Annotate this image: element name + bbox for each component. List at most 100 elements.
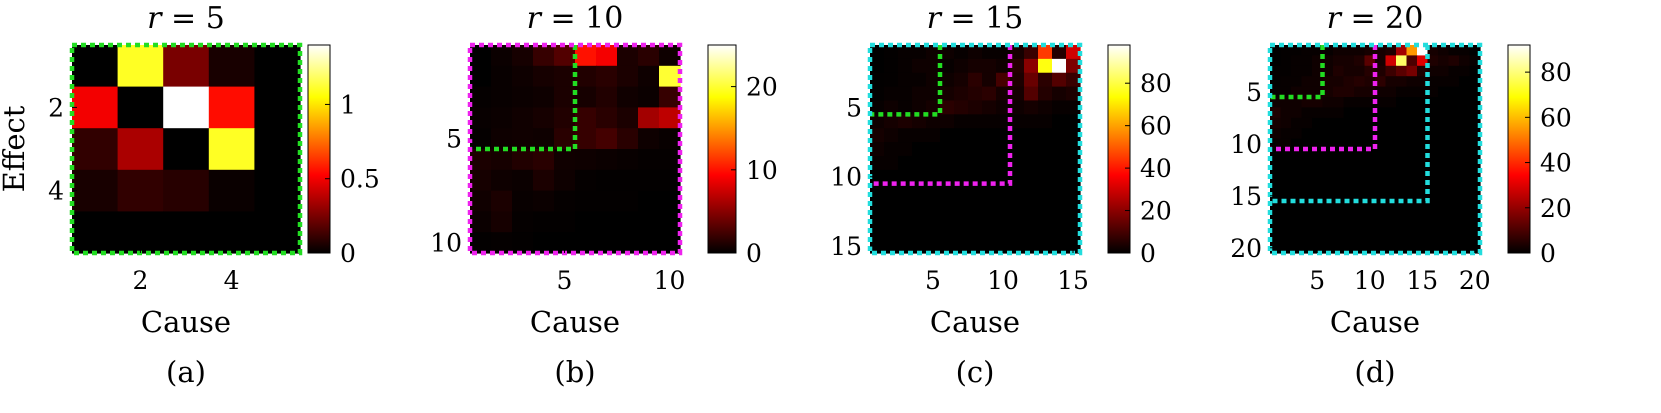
heatmap-cell [596, 65, 618, 88]
colorbar-tick-label: 1 [340, 90, 356, 119]
heatmap-cell [1280, 128, 1292, 140]
heatmap-cell [1406, 55, 1418, 67]
heatmap-cell [1312, 86, 1324, 98]
heatmap-cell [1052, 239, 1067, 254]
heatmap-cell [470, 45, 492, 67]
heatmap-cell [1427, 232, 1439, 244]
heatmap-cell [870, 86, 885, 102]
heatmap-cell [1312, 45, 1324, 56]
heatmap-cell [254, 169, 301, 212]
heatmap-cell [1270, 117, 1282, 129]
heatmap-cell [884, 114, 899, 129]
heatmap-cell [1052, 45, 1067, 60]
heatmap-cell [1427, 117, 1439, 129]
heatmap-cell [1066, 197, 1081, 212]
heatmap-cell [1270, 149, 1282, 160]
heatmap-cell [1322, 180, 1334, 192]
heatmap-cell [1010, 72, 1025, 88]
heatmap-cell [1427, 86, 1439, 98]
heatmap-cell [982, 225, 997, 240]
heatmap-cell [659, 107, 681, 129]
heatmap-cell [982, 169, 997, 185]
heatmap-cell [1024, 225, 1039, 240]
heatmap-cell [1417, 232, 1429, 244]
region-outline [1270, 45, 1378, 152]
heatmap-cell [1469, 149, 1481, 160]
heatmap-cell [1010, 197, 1025, 212]
heatmap-cell [996, 211, 1011, 226]
colorbar-gradient [1107, 44, 1131, 254]
heatmap-cell [1066, 45, 1081, 60]
chart-title: r = 15 [927, 1, 1024, 36]
y-tick-label: 10 [830, 163, 862, 192]
heatmap-cell [491, 128, 513, 150]
heatmap-cell [1280, 86, 1292, 98]
heatmap-cell [1343, 201, 1355, 212]
heatmap-cell [1333, 201, 1345, 212]
heatmap-cell [1438, 97, 1450, 108]
heatmap-cell [1427, 180, 1439, 192]
heatmap-cell [1301, 180, 1313, 192]
heatmap-cell [1406, 211, 1418, 223]
heatmap-cell [1291, 45, 1303, 56]
heatmap-cell [1427, 221, 1439, 233]
colorbar-tick-label: 40 [1540, 149, 1572, 178]
x-tick-label: 5 [925, 266, 941, 295]
heatmap-cell [1364, 55, 1376, 67]
heatmap-cell [1417, 65, 1429, 77]
heatmap-cell [1270, 169, 1282, 181]
heatmap-cell [1354, 149, 1366, 160]
heatmap-cell [1291, 107, 1303, 119]
x-axis-label: Cause [141, 305, 231, 339]
y-tick-label: 5 [446, 125, 462, 154]
region-outline [1270, 45, 1430, 204]
heatmap-cell [996, 197, 1011, 212]
heatmap-cell [1322, 159, 1334, 171]
heatmap-cell [491, 169, 513, 192]
heatmap-cell [1385, 86, 1397, 98]
heatmap-cell [1448, 45, 1460, 56]
heatmap-cell [1385, 76, 1397, 88]
heatmap-cell [554, 149, 576, 171]
heatmap-cell [470, 232, 492, 254]
heatmap-cell [1333, 55, 1345, 67]
heatmap-cell [1427, 97, 1439, 108]
heatmap-cell [1343, 211, 1355, 223]
heatmap-cell [1417, 169, 1429, 181]
heatmap-cell [1291, 65, 1303, 77]
heatmap-cell [1052, 114, 1067, 129]
heatmap-cell [912, 58, 927, 74]
heatmap-cell [1354, 169, 1366, 181]
heatmap-cell [954, 225, 969, 240]
heatmap-cell [1010, 225, 1025, 240]
heatmap-cell [512, 107, 534, 129]
heatmap-cell [470, 65, 492, 88]
heatmap-cell [617, 211, 639, 233]
heatmap-cells [470, 45, 681, 254]
heatmap-cell [1038, 169, 1053, 185]
heatmap-cell [1343, 190, 1355, 202]
heatmap-border [467, 42, 683, 256]
heatmap-cell [954, 197, 969, 212]
heatmap-cell [1343, 86, 1355, 98]
heatmap-cell [1448, 86, 1460, 98]
heatmap-cell [1066, 58, 1081, 74]
heatmap-cell [1406, 232, 1418, 244]
heatmap-cell [912, 239, 927, 254]
heatmap-cell [884, 100, 899, 115]
heatmap-cell [596, 128, 618, 150]
heatmap-cell [1301, 45, 1313, 56]
heatmap-cell [1024, 58, 1039, 74]
heatmap-cell [1459, 232, 1471, 244]
heatmap-cell [1448, 159, 1460, 171]
heatmap-cell [617, 232, 639, 254]
heatmap-cells [870, 45, 1081, 254]
heatmap-cell [1291, 76, 1303, 88]
heatmap-cell [1375, 86, 1387, 98]
heatmap-cell [1322, 65, 1334, 77]
heatmap-border [69, 42, 303, 256]
heatmap-cell [596, 86, 618, 108]
heatmap-cell [1322, 242, 1334, 254]
heatmap-cell [1396, 190, 1408, 202]
heatmap-cell [1280, 76, 1292, 88]
